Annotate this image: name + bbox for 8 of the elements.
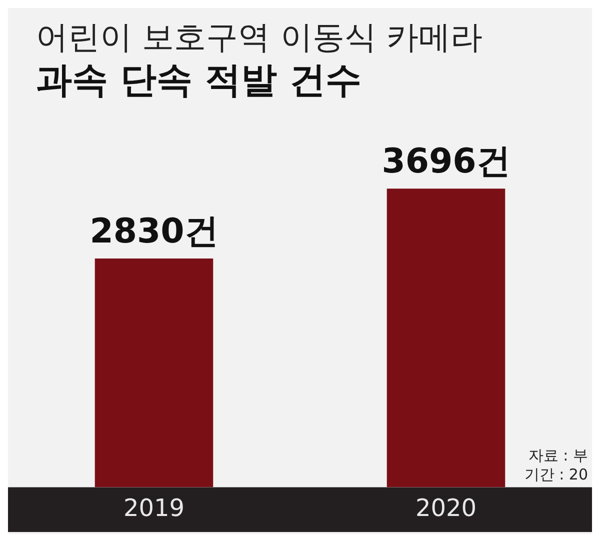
x-tick-label: 2019	[123, 494, 185, 522]
annotation: 기간 : 20	[524, 466, 588, 484]
chart-subtitle: 과속 단속 적발 건수	[36, 59, 363, 103]
data-label: 2830건	[90, 211, 218, 252]
annotation: 자료 : 부	[528, 446, 588, 465]
x-tick-label: 2020	[415, 494, 477, 522]
chart-title: 어린이 보호구역 이동식 카메라	[36, 17, 484, 58]
data-label: 3696건	[382, 141, 510, 182]
